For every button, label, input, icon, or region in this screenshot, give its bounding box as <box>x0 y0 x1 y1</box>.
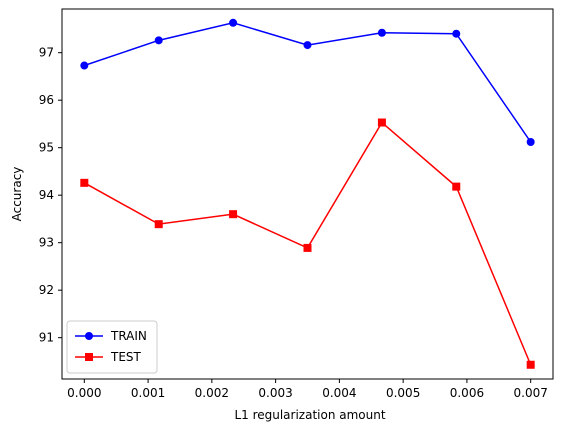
data-point-test <box>229 210 238 219</box>
x-axis-ticks: 0.000 0.001 0.002 0.003 0.004 0.005 0.006 0.007 <box>67 379 548 400</box>
y-tick-label: 96 <box>39 93 54 107</box>
series-line-train <box>84 21 532 143</box>
data-point-train <box>229 18 238 27</box>
y-tick-label: 97 <box>39 46 54 60</box>
legend-label: TRAIN <box>110 329 147 343</box>
data-point-test <box>452 182 461 191</box>
data-point-train <box>377 28 386 37</box>
data-point-train <box>452 29 461 38</box>
x-tick-label: 0.003 <box>258 386 292 400</box>
plot-layer <box>80 18 535 369</box>
x-tick-label: 0.001 <box>131 386 165 400</box>
data-point-test <box>303 243 312 252</box>
plot-frame <box>61 8 554 380</box>
legend-label: TEST <box>110 350 142 364</box>
data-point-test <box>154 220 163 229</box>
x-tick-label: 0.002 <box>195 386 229 400</box>
x-tick-label: 0.007 <box>514 386 548 400</box>
legend: TRAIN TEST <box>66 320 158 374</box>
legend-marker <box>85 353 93 361</box>
y-tick-label: 92 <box>39 283 54 297</box>
data-point-train <box>303 41 312 50</box>
y-tick-label: 95 <box>39 141 54 155</box>
y-axis-label: Accuracy <box>10 167 24 222</box>
x-tick-label: 0.000 <box>67 386 101 400</box>
x-tick-label: 0.006 <box>450 386 484 400</box>
legend-marker <box>85 332 93 340</box>
data-point-test <box>80 178 89 187</box>
x-axis-label: L1 regularization amount <box>234 408 385 422</box>
y-axis-ticks: 91 92 93 94 95 96 97 <box>39 46 62 345</box>
y-tick-label: 93 <box>39 236 54 250</box>
y-tick-label: 94 <box>39 188 54 202</box>
y-tick-label: 91 <box>39 331 54 345</box>
x-tick-label: 0.005 <box>386 386 420 400</box>
data-point-train <box>154 36 163 45</box>
x-tick-label: 0.004 <box>322 386 356 400</box>
data-point-train <box>526 137 535 146</box>
data-point-train <box>80 61 89 70</box>
data-point-test <box>526 360 535 369</box>
data-point-test <box>377 118 386 127</box>
